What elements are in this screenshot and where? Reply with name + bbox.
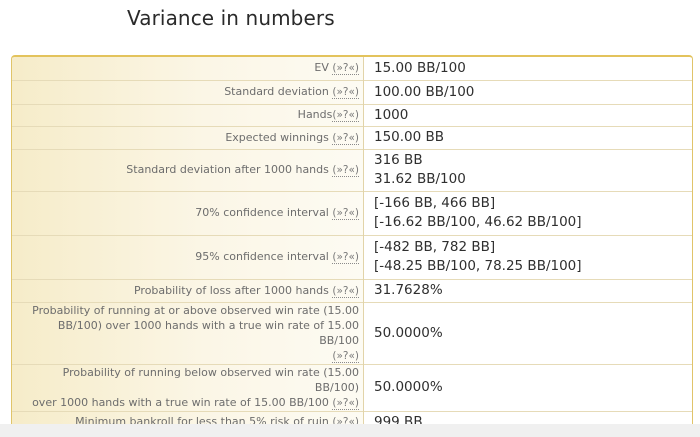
table-row-hands: Hands(»?«) 1000 xyxy=(12,104,692,126)
value-text: [-482 BB, 782 BB] xyxy=(374,239,496,255)
row-label-text: 95% confidence interval xyxy=(195,250,329,263)
row-label: EV (»?«) xyxy=(12,57,364,80)
value-text: 50.0000% xyxy=(374,379,443,395)
help-link[interactable]: (»?«) xyxy=(332,251,359,264)
row-label: Standard deviation (»?«) xyxy=(12,80,364,104)
help-link[interactable]: (»?«) xyxy=(332,131,359,145)
table-row-95-confidence: 95% confidence interval (»?«) [-482 BB, … xyxy=(12,235,692,279)
value-text: [-166 BB, 466 BB] xyxy=(374,195,496,211)
row-label-text: Standard deviation after 1000 hands xyxy=(126,163,329,176)
variance-table-grid: EV (»?«) 15.00 BB/100 Standard deviation… xyxy=(12,57,692,433)
row-label-line: BB/100) over 1000 hands with a true win … xyxy=(57,318,359,347)
help-link[interactable]: (»?«) xyxy=(332,86,359,99)
value-text: 15.00 BB/100 xyxy=(374,59,466,76)
table-row-70-confidence: 70% confidence interval (»?«) [-166 BB, … xyxy=(12,191,692,235)
row-label: Probability of running below observed wi… xyxy=(12,364,364,411)
help-link[interactable]: (»?«) xyxy=(332,284,359,298)
row-label-text: Expected winnings xyxy=(225,130,329,144)
table-row-sd-after-hands: Standard deviation after 1000 hands (»?«… xyxy=(12,149,692,191)
variance-table: EV (»?«) 15.00 BB/100 Standard deviation… xyxy=(11,55,693,434)
value-text: [-16.62 BB/100, 46.62 BB/100] xyxy=(374,214,582,230)
help-link[interactable]: (»?«) xyxy=(332,109,359,122)
page-title: Variance in numbers xyxy=(127,6,335,30)
table-row-expected-winnings: Expected winnings (»?«) 150.00 BB xyxy=(12,126,692,149)
value-text: 50.0000% xyxy=(374,324,443,341)
help-link[interactable]: (»?«) xyxy=(332,207,359,220)
row-label-line: Probability of running below observed wi… xyxy=(62,365,359,394)
row-value: 100.00 BB/100 xyxy=(363,80,692,104)
bottom-strip xyxy=(0,424,700,437)
value-text: 316 BB xyxy=(374,152,423,168)
value-text: 1000 xyxy=(374,106,409,123)
value-text: 31.62 BB/100 xyxy=(374,171,466,187)
help-link[interactable]: (»?«) xyxy=(332,396,359,410)
help-link[interactable]: (»?«) xyxy=(332,62,359,76)
row-value: 50.0000% xyxy=(363,364,692,411)
value-text: 150.00 BB xyxy=(374,129,445,145)
row-value: 50.0000% xyxy=(363,302,692,364)
help-link[interactable]: (»?«) xyxy=(332,349,359,363)
row-label-text: Standard deviation xyxy=(224,85,329,98)
table-row-ev: EV (»?«) 15.00 BB/100 xyxy=(12,57,692,80)
row-label-text: 70% confidence interval xyxy=(195,206,329,219)
row-value: 1000 xyxy=(363,104,692,126)
row-label-text: EV xyxy=(314,61,329,75)
row-label: Standard deviation after 1000 hands (»?«… xyxy=(12,149,364,191)
table-row-prob-at-or-above: Probability of running at or above obser… xyxy=(12,302,692,364)
row-value: 15.00 BB/100 xyxy=(363,57,692,80)
row-label: Probability of loss after 1000 hands (»?… xyxy=(12,279,364,302)
row-value: [-482 BB, 782 BB] [-48.25 BB/100, 78.25 B… xyxy=(363,235,692,279)
row-value: 150.00 BB xyxy=(363,126,692,149)
row-value: [-166 BB, 466 BB] [-16.62 BB/100, 46.62 B… xyxy=(363,191,692,235)
row-label-text: Probability of loss after 1000 hands xyxy=(133,283,329,297)
value-text: 100.00 BB/100 xyxy=(374,83,475,100)
row-label-line: over 1000 hands with a true win rate of … xyxy=(32,395,329,409)
row-label: 95% confidence interval (»?«) xyxy=(12,235,364,279)
value-text: 31.7628% xyxy=(374,282,443,298)
row-value: 316 BB 31.62 BB/100 xyxy=(363,149,692,191)
row-label: Hands(»?«) xyxy=(12,104,364,126)
value-text: [-48.25 BB/100, 78.25 BB/100] xyxy=(374,258,582,274)
table-row-standard-deviation: Standard deviation (»?«) 100.00 BB/100 xyxy=(12,80,692,104)
help-link[interactable]: (»?«) xyxy=(332,164,359,177)
row-label-text: Hands xyxy=(297,108,333,121)
table-row-probability-of-loss: Probability of loss after 1000 hands (»?… xyxy=(12,279,692,302)
row-label: Expected winnings (»?«) xyxy=(12,126,364,149)
table-row-prob-below: Probability of running below observed wi… xyxy=(12,364,692,411)
row-label-line: Probability of running at or above obser… xyxy=(32,303,359,317)
row-label: Probability of running at or above obser… xyxy=(12,302,364,364)
row-value: 31.7628% xyxy=(363,279,692,302)
row-label: 70% confidence interval (»?«) xyxy=(12,191,364,235)
